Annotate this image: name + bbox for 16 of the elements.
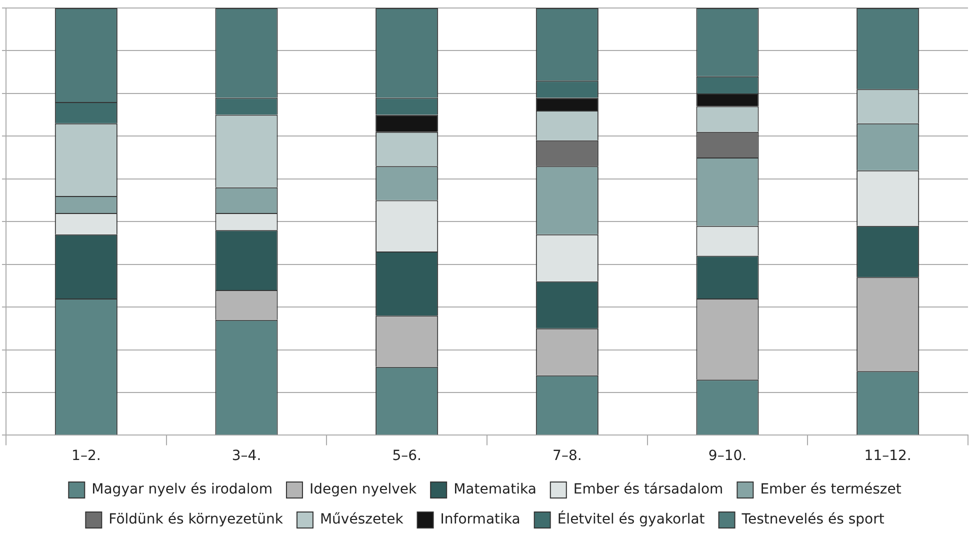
legend-label: Idegen nyelvek — [309, 482, 418, 498]
x-tick-label: 1–2. — [72, 448, 101, 464]
legend-label: Matematika — [454, 482, 536, 498]
x-tick-label: 7–8. — [552, 448, 582, 464]
x-tick-label: 11–12. — [864, 448, 912, 464]
x-tick-label: 3–4. — [232, 448, 262, 464]
legend-label: Magyar nyelv és irodalom — [92, 482, 272, 498]
legend-label: Informatika — [440, 512, 520, 528]
legend-label: Ember és természet — [760, 482, 902, 498]
legend-label: Ember és társadalom — [573, 482, 724, 498]
x-tick-label: 5–6. — [392, 448, 422, 464]
x-tick-label: 9–10. — [708, 448, 747, 464]
legend-label: Testnevelés és sport — [740, 512, 885, 528]
legend-label: Életvitel és gyakorlat — [557, 510, 706, 528]
legend-label: Földünk és környezetünk — [108, 512, 284, 528]
legend-label: Művészetek — [320, 512, 404, 528]
